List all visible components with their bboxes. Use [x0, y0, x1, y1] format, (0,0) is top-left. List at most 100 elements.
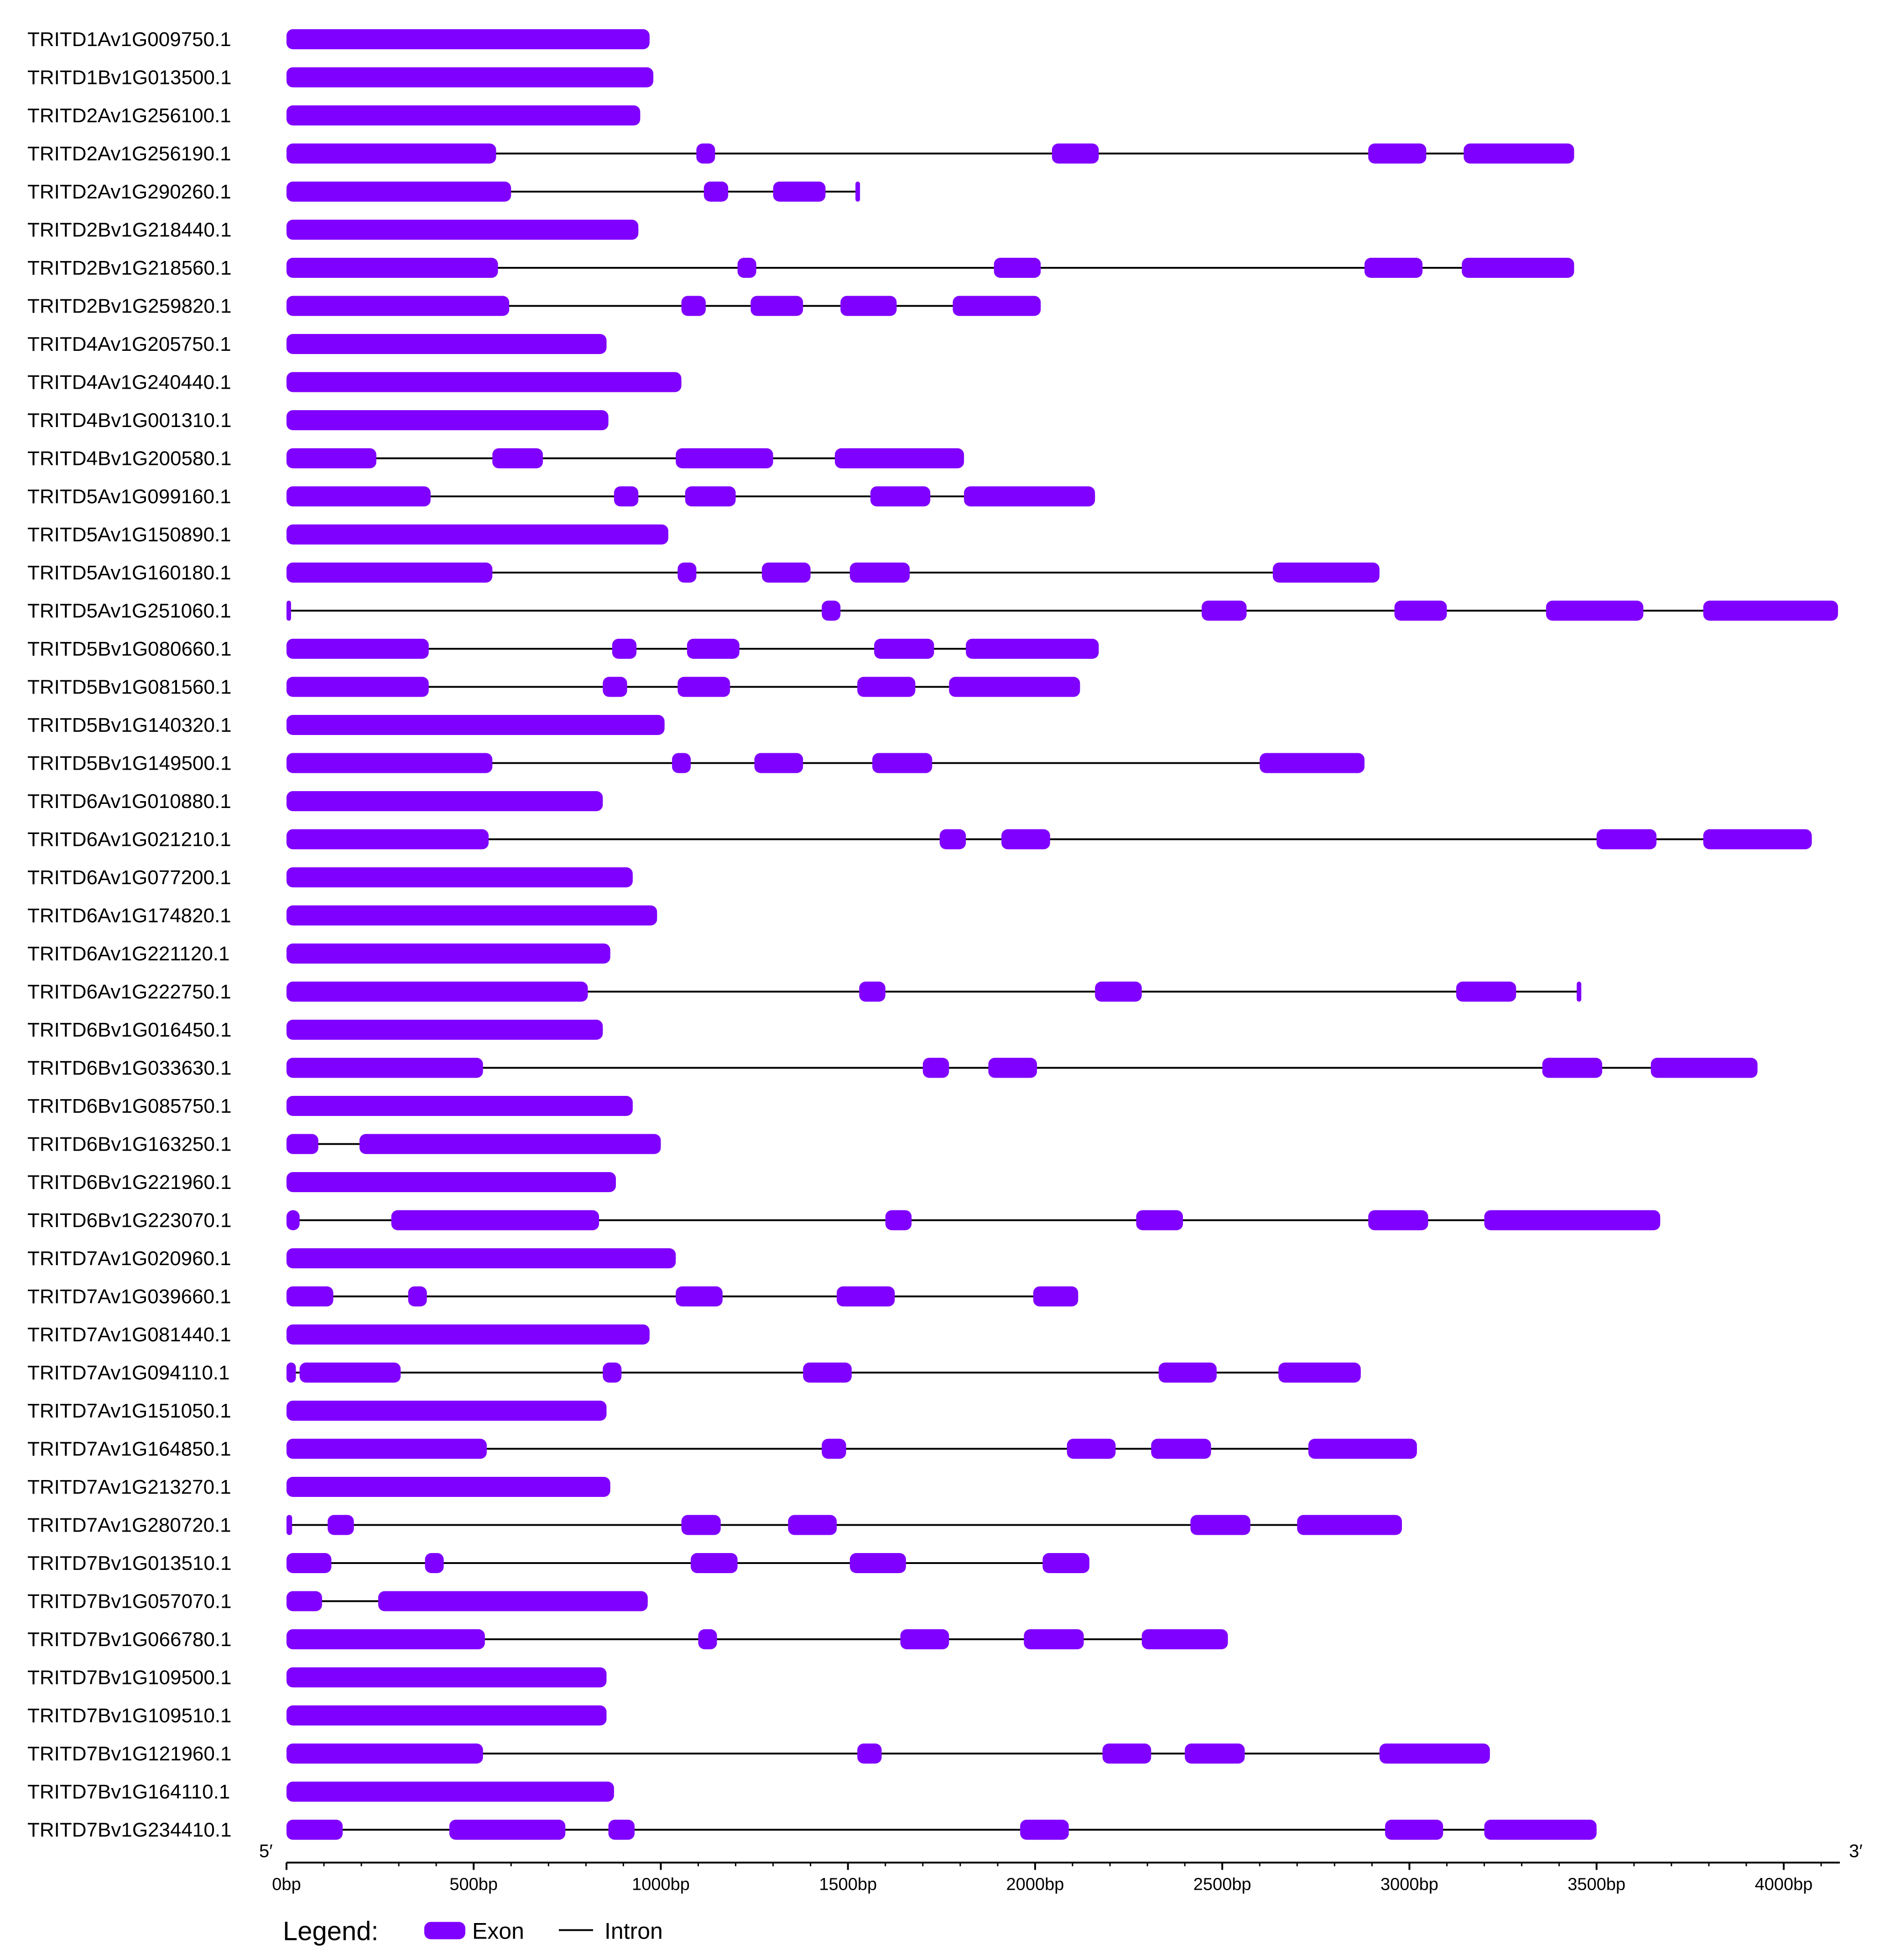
exon-block	[492, 448, 543, 469]
gene-label: TRITD5Av1G099160.1	[27, 485, 231, 508]
exon-block	[703, 182, 729, 202]
gene-row: TRITD6Av1G221120.1	[27, 943, 610, 965]
exon-block	[874, 639, 934, 659]
exon-block	[1102, 1743, 1151, 1764]
exon-block	[822, 1439, 846, 1459]
gene-row: TRITD7Bv1G013510.1	[27, 1552, 1089, 1574]
exon-block	[1394, 600, 1447, 621]
exon-block	[966, 639, 1099, 659]
gene-row: TRITD5Bv1G081560.1	[27, 676, 1080, 699]
gene-row: TRITD6Av1G174820.1	[27, 905, 657, 927]
exon-block	[835, 448, 964, 469]
tick-label: 4000bp	[1755, 1875, 1813, 1894]
gene-label: TRITD6Av1G077200.1	[27, 866, 231, 889]
exon-block	[378, 1591, 648, 1611]
legend: Legend: Exon Intron	[283, 1917, 663, 1946]
exon-block	[1001, 829, 1050, 850]
exon-block	[286, 639, 429, 659]
exon-block	[885, 1210, 912, 1230]
gene-label: TRITD1Bv1G013500.1	[27, 67, 232, 89]
exon-block	[286, 1591, 322, 1611]
exon-block	[286, 1401, 607, 1421]
bp-axis: 0bp 500bp 1000bp 1500bp 2000bp 2500bp 3000bp 35…	[259, 1841, 1863, 1894]
tick-label: 3000bp	[1380, 1875, 1438, 1894]
exon-block	[286, 1782, 614, 1802]
exon-block	[286, 524, 668, 545]
exon-block	[1185, 1743, 1245, 1764]
gene-row: TRITD5Av1G099160.1	[27, 485, 1095, 508]
exon-block	[672, 753, 691, 773]
legend-intron-label: Intron	[604, 1918, 663, 1944]
exon-block	[773, 182, 826, 202]
legend-title: Legend:	[283, 1917, 379, 1946]
gene-row: TRITD7Av1G039660.1	[27, 1286, 1078, 1308]
exon-block	[849, 1553, 906, 1573]
gene-row: TRITD7Av1G280720.1	[27, 1514, 1402, 1537]
gene-label: TRITD2Bv1G218560.1	[27, 257, 232, 279]
gene-label: TRITD5Bv1G149500.1	[27, 752, 232, 775]
gene-label: TRITD4Bv1G001310.1	[27, 409, 232, 432]
gene-label: TRITD7Bv1G013510.1	[27, 1552, 232, 1574]
gene-label: TRITD7Av1G280720.1	[27, 1514, 231, 1537]
gene-label: TRITD7Bv1G066780.1	[27, 1628, 232, 1651]
exon-block	[286, 791, 603, 811]
gene-row: TRITD2Bv1G259820.1	[27, 295, 1041, 318]
gene-label: TRITD7Bv1G121960.1	[27, 1743, 232, 1765]
exon-block	[286, 867, 633, 887]
exon-block	[1484, 1210, 1661, 1230]
gene-row: TRITD7Av1G213270.1	[27, 1476, 610, 1498]
exon-block	[1042, 1553, 1089, 1573]
exon-block	[1067, 1439, 1116, 1459]
exon-block	[286, 829, 489, 850]
exon-block	[286, 410, 609, 430]
gene-row: TRITD4Bv1G001310.1	[27, 409, 609, 432]
gene-row: TRITD6Bv1G016450.1	[27, 1019, 603, 1041]
gene-label: TRITD5Bv1G140320.1	[27, 714, 232, 736]
gene-label: TRITD6Bv1G221960.1	[27, 1171, 232, 1194]
gene-row: TRITD1Av1G009750.1	[27, 28, 650, 51]
exon-block	[677, 563, 697, 583]
gene-label: TRITD7Av1G213270.1	[27, 1476, 231, 1498]
exon-block	[994, 258, 1041, 278]
exon-block	[612, 639, 637, 659]
exon-block	[754, 753, 803, 773]
gene-row: TRITD4Av1G240440.1	[27, 371, 682, 394]
gene-label: TRITD6Av1G222750.1	[27, 981, 231, 1003]
exon-block	[1272, 563, 1380, 583]
exon-block	[1464, 143, 1574, 164]
gene-label: TRITD7Bv1G109510.1	[27, 1705, 232, 1727]
exon-block	[299, 1362, 401, 1383]
gene-row: TRITD7Av1G164850.1	[27, 1438, 1417, 1460]
gene-row: TRITD6Av1G077200.1	[27, 866, 633, 889]
gene-row: TRITD7Av1G094110.1	[27, 1362, 1361, 1384]
exon-block	[676, 1286, 723, 1307]
gene-row: TRITD5Av1G160180.1	[27, 562, 1380, 584]
gene-label: TRITD2Bv1G218440.1	[27, 219, 232, 241]
exon-block	[840, 296, 897, 316]
gene-row: TRITD5Bv1G080660.1	[27, 638, 1099, 660]
gene-label: TRITD7Bv1G109500.1	[27, 1667, 232, 1689]
exon-block	[855, 182, 860, 202]
exon-block	[1379, 1743, 1490, 1764]
exon-block	[857, 677, 916, 697]
exon-block	[681, 296, 706, 316]
tick-label: 0bp	[272, 1875, 301, 1894]
exon-block	[286, 1134, 318, 1154]
exon-block	[900, 1629, 949, 1649]
gene-row: TRITD1Bv1G013500.1	[27, 67, 654, 89]
gene-row: TRITD2Av1G256190.1	[27, 143, 1574, 165]
gene-row: TRITD6Bv1G085750.1	[27, 1095, 633, 1117]
exon-block	[286, 1362, 296, 1383]
gene-label: TRITD6Av1G221120.1	[27, 943, 230, 965]
exon-block	[676, 448, 773, 469]
exon-block	[286, 981, 588, 1002]
gene-row: TRITD2Bv1G218560.1	[27, 257, 1574, 279]
gene-row: TRITD7Av1G151050.1	[27, 1400, 607, 1422]
gene-label: TRITD7Av1G081440.1	[27, 1324, 231, 1346]
gene-row: TRITD4Bv1G200580.1	[27, 448, 964, 470]
exon-block	[391, 1210, 599, 1230]
exon-block	[872, 753, 932, 773]
exon-block	[286, 1743, 483, 1764]
exon-block	[1703, 600, 1838, 621]
